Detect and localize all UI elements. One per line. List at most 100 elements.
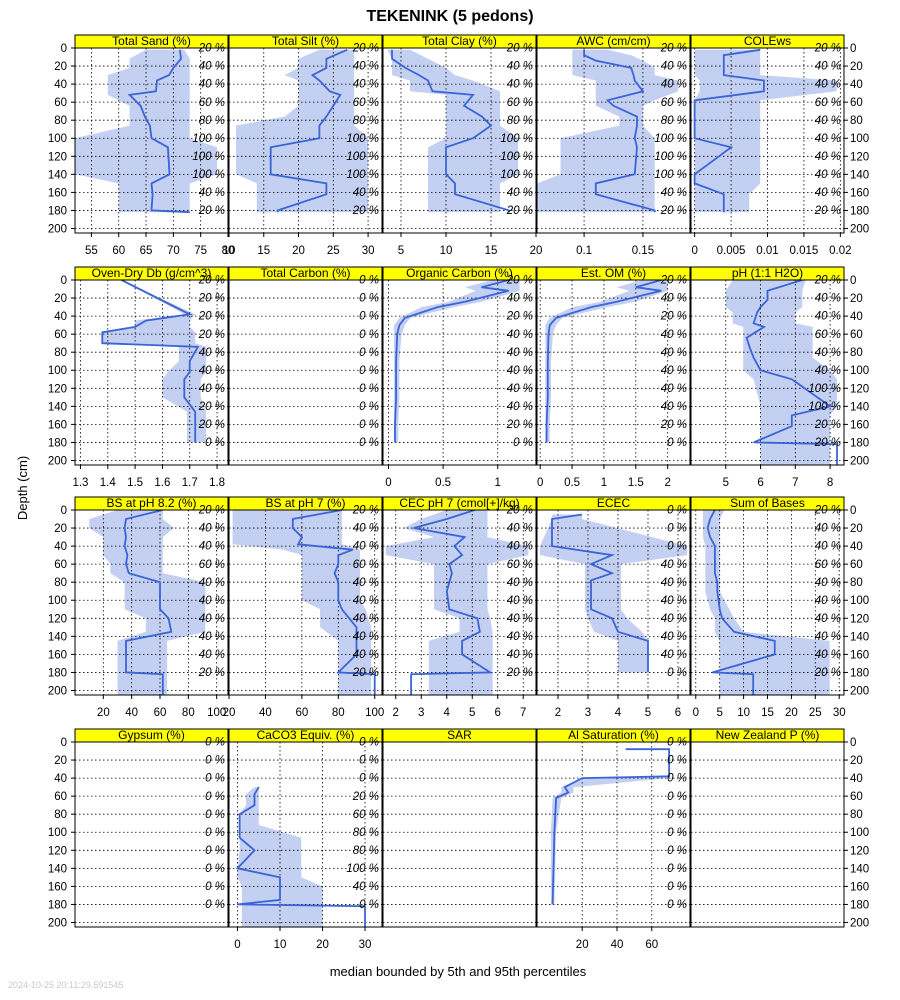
panel-title: BS at pH 8.2 (%) [106,496,196,510]
percent-label: 40 % [815,151,841,163]
percent-label: 40 % [199,347,225,359]
x-tick-label: 20 [292,245,305,257]
x-tick-label: 30 [362,245,375,257]
percent-label: 40 % [199,523,225,535]
percent-label: 0 % [359,755,379,767]
percent-label: 40 % [507,613,533,625]
percent-label: 20 % [660,43,687,55]
x-tick-label: 20 [576,939,589,951]
percent-label: 20 % [814,437,841,449]
x-tick-label: 25 [809,707,822,719]
depth-tick-label: 100 [48,365,67,377]
depth-tick-label: 20 [850,293,863,305]
percentile-band [385,510,529,695]
percent-label: 100 % [192,133,225,145]
depth-tick-label: 100 [48,595,67,607]
depth-tick-label: 120 [850,383,869,395]
percent-label: 20 % [814,205,841,217]
depth-tick-label: 140 [48,863,67,875]
x-tick-label: 0.5 [435,477,451,489]
depth-tick-label: 120 [48,151,67,163]
depth-tick-label: 100 [48,133,67,145]
percent-label: 20 % [814,275,841,287]
x-tick-label: 1.5 [628,477,644,489]
percent-label: 20 % [660,419,687,431]
percent-label: 0 % [359,275,379,287]
depth-tick-label: 80 [850,347,863,359]
x-tick-label: 7 [792,477,798,489]
panel-border [690,741,845,928]
x-tick-label: 55 [85,245,98,257]
percent-label: 40 % [815,523,841,535]
panel-plot-area [229,280,382,461]
percent-label: 60 % [199,559,225,571]
panel-2: Total Clay (%) 20 % 40 % 40 % 60 % 80 % 100 % 1… [382,34,542,257]
depth-tick-label: 120 [48,613,67,625]
panel-8: Est. OM (%)20 %40 %20 %40 %40 %40 %40 %4… [536,266,691,489]
percent-label: 100 % [808,383,841,395]
panel-plot-area [691,510,844,695]
median-line [291,510,376,695]
percent-label: 80 % [353,845,379,857]
percent-label: 20 % [814,667,841,679]
percent-label: 40 % [507,365,533,377]
percent-label: 40 % [353,613,379,625]
percent-label: 0 % [205,845,225,857]
depth-tick-label: 180 [850,437,869,449]
panel-plot-area [537,742,690,927]
depth-tick-label: 0 [61,505,67,517]
percent-label: 60 % [507,97,533,109]
panel-plot-area [383,280,536,465]
percent-label: 60 % [815,97,841,109]
depth-tick-label: 180 [850,667,869,679]
panel-title: Sum of Bases [730,496,805,510]
x-tick-label: 10 [440,245,453,257]
percent-label: 60 % [353,559,379,571]
depth-tick-label: 160 [48,881,67,893]
x-tick-label: 10 [223,245,236,257]
percent-label: 40 % [815,61,841,73]
percent-label: 40 % [661,613,687,625]
percent-label: 40 % [507,577,533,589]
percent-label: 80 % [661,115,687,127]
x-tick-label: 1.3 [72,477,88,489]
percent-label: 80 % [199,115,225,127]
panel-border [382,47,537,234]
x-tick-label: 15 [257,245,270,257]
percent-label: 0 % [359,365,379,377]
x-tick-label: 7 [520,707,526,719]
depth-tick-label: 140 [850,401,869,413]
panel-border [74,47,229,234]
percent-label: 40 % [815,115,841,127]
depth-tick-label: 80 [54,347,67,359]
percent-label: 40 % [353,649,379,661]
depth-tick-label: 160 [48,649,67,661]
percent-label: 0 % [205,755,225,767]
panel-border [536,279,691,466]
x-tick-label: 0 [691,245,697,257]
percent-label: 40 % [353,187,379,199]
panel-border [74,509,229,696]
x-tick-label: 3 [418,707,424,719]
panel-1: Total Silt (%) 20 % 40 % 40 % 60 % 80 % 100 % 1… [223,34,383,257]
percent-label: 40 % [815,293,841,305]
x-tick-label: 20 [785,707,798,719]
percent-label: 0 % [667,737,687,749]
panel-plot-area [229,510,382,695]
percent-label: 40 % [507,541,533,553]
depth-tick-label: 20 [54,523,67,535]
percent-label: 0 % [667,523,687,535]
percent-label: 100 % [346,169,379,181]
percent-label: 0 % [359,347,379,359]
percent-label: 60 % [661,97,687,109]
percent-label: 20 % [352,505,379,517]
percent-label: 60 % [199,97,225,109]
percent-label: 40 % [661,631,687,643]
depth-tick-label: 160 [48,419,67,431]
depth-tick-label: 120 [850,613,869,625]
x-tick-label: 100 [365,707,384,719]
depth-tick-label: 40 [850,541,863,553]
depth-tick-label: 60 [54,329,67,341]
percent-label: 0 % [359,293,379,305]
panel-title: ECEC [597,496,631,510]
